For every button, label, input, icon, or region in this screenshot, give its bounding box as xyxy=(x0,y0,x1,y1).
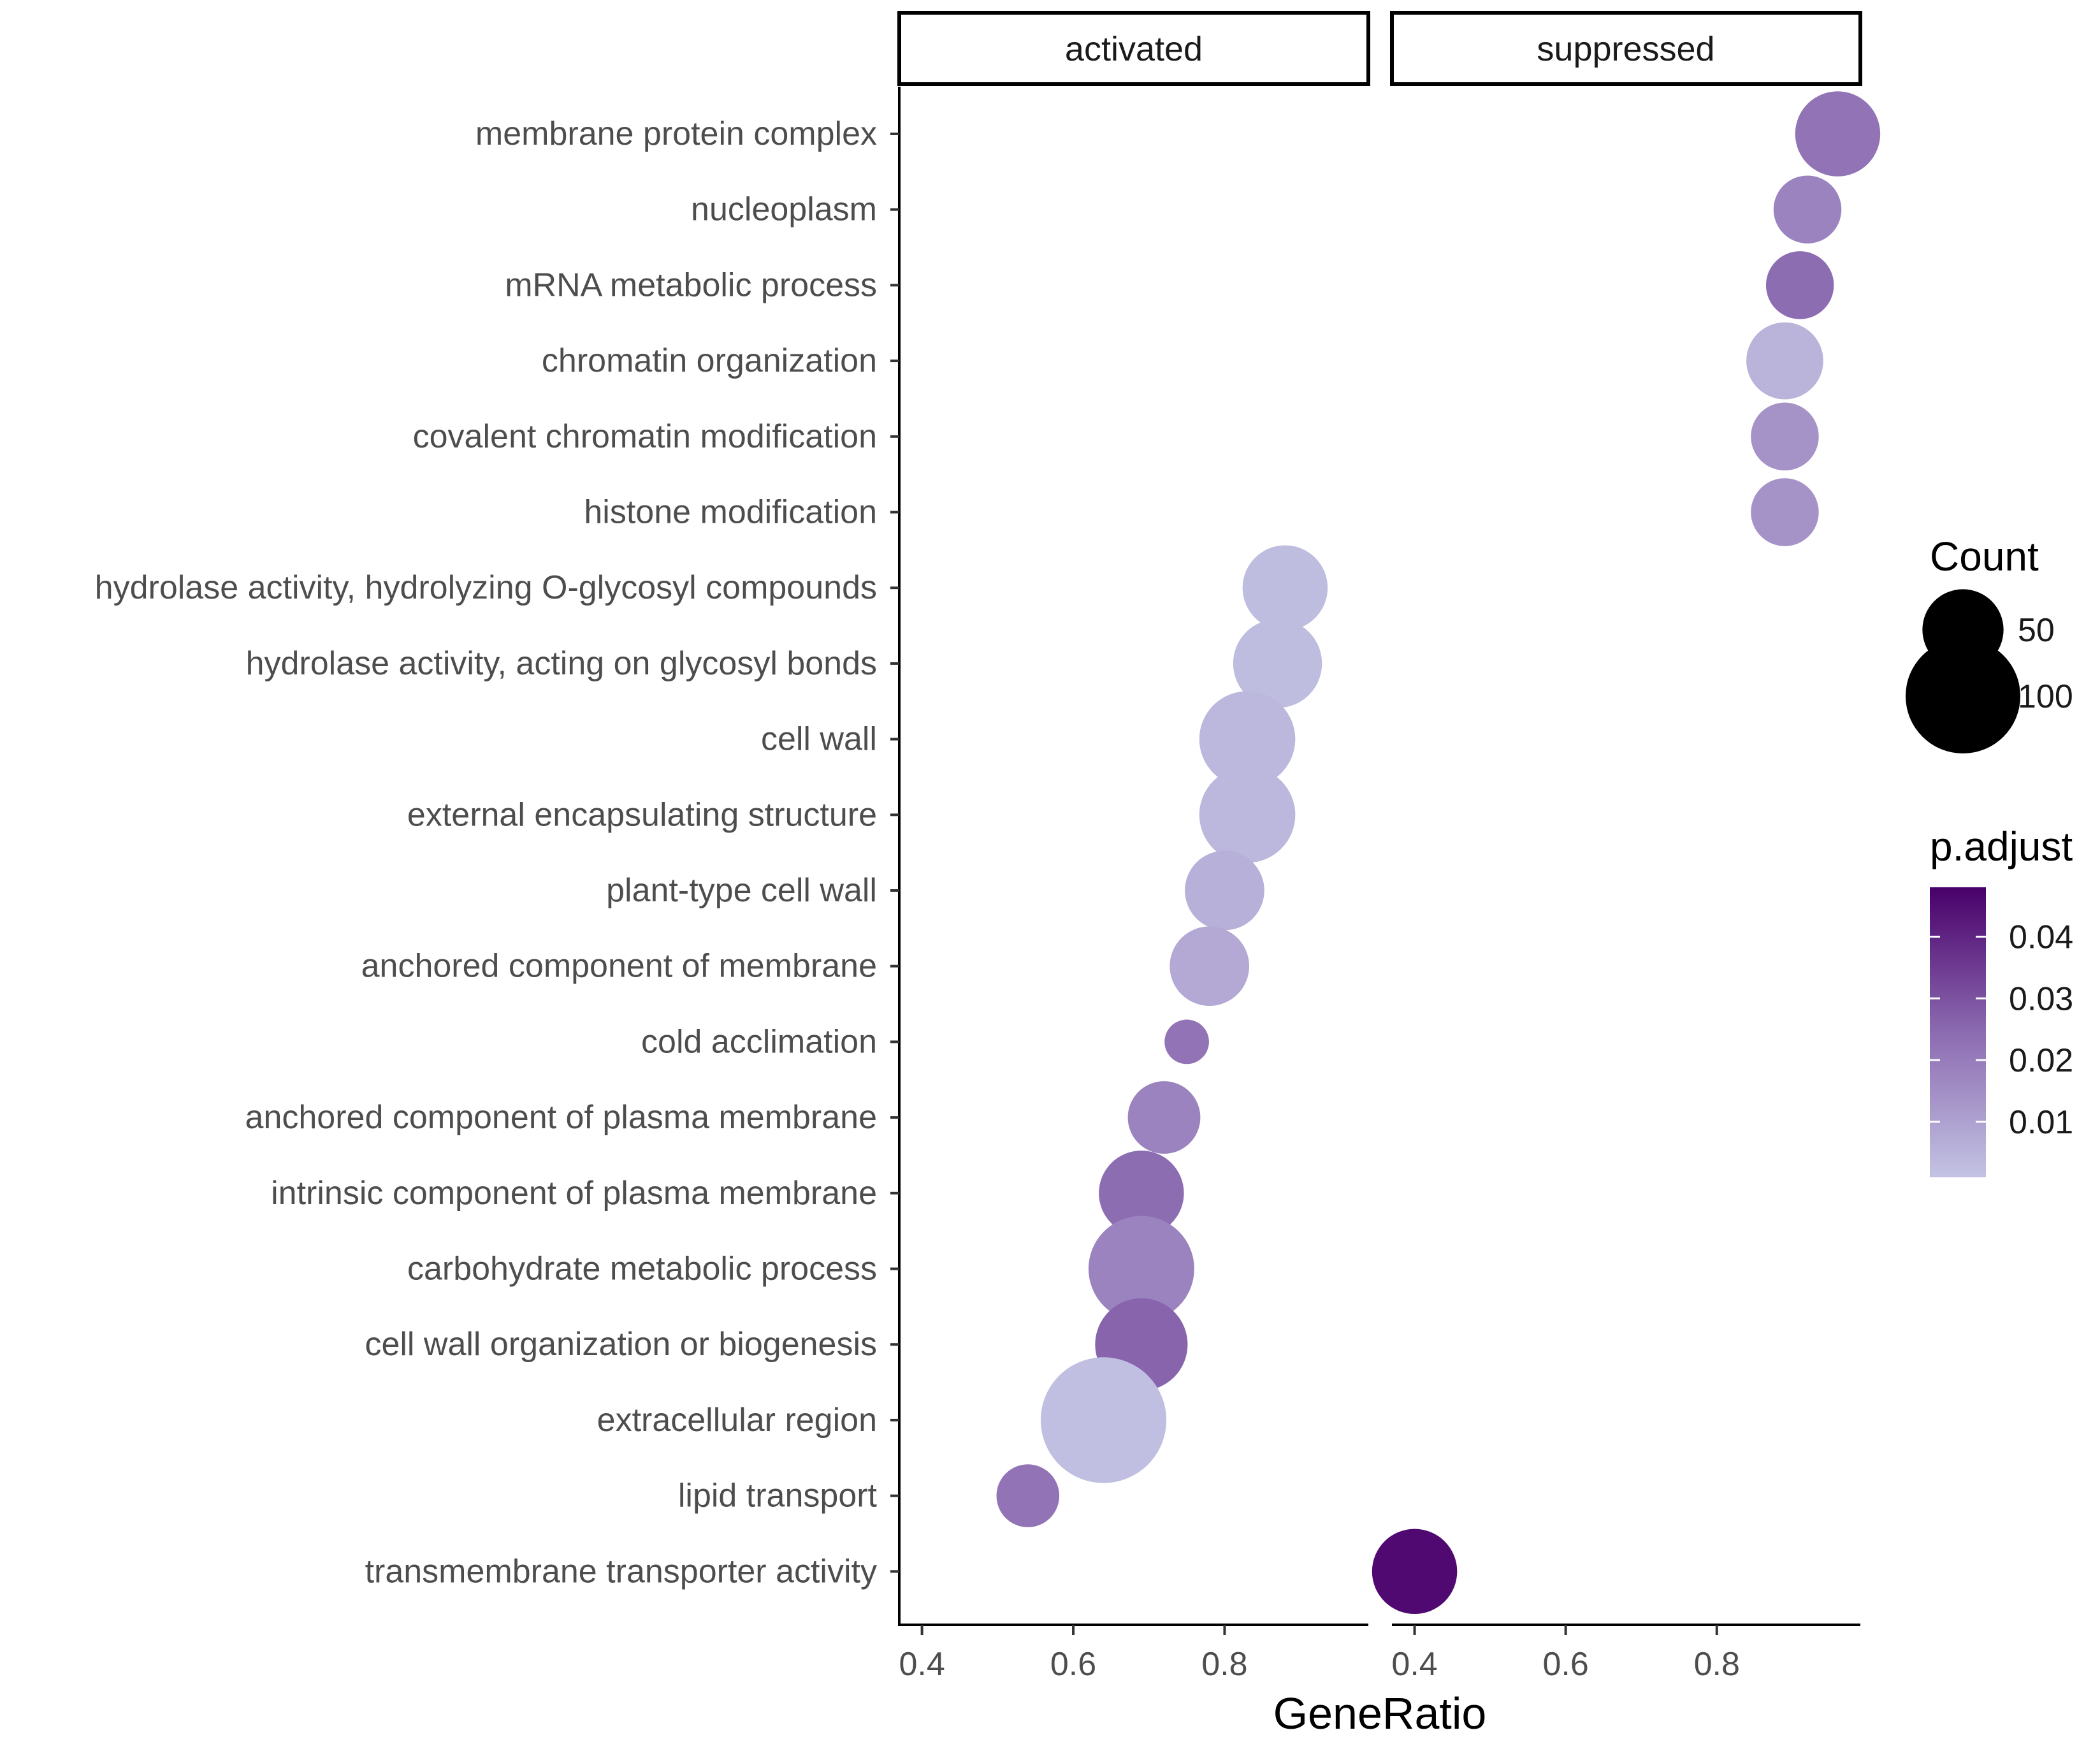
data-point-suppressed xyxy=(1751,478,1819,546)
data-point-activated xyxy=(1199,691,1296,787)
data-point-activated xyxy=(1169,926,1250,1006)
legend-count-title: Count xyxy=(1930,534,2039,579)
data-point-suppressed xyxy=(1773,175,1842,243)
x-tick-label: 0.8 xyxy=(1201,1646,1247,1683)
y-tick-label: anchored component of membrane xyxy=(361,948,877,985)
data-point-suppressed xyxy=(1751,402,1819,471)
x-tick-label: 0.6 xyxy=(1543,1646,1589,1683)
y-tick-label: transmembrane transporter activity xyxy=(365,1553,877,1590)
data-point-suppressed xyxy=(1372,1529,1458,1615)
data-point-activated xyxy=(996,1464,1060,1527)
y-tick-label: chromatin organization xyxy=(542,342,877,379)
y-tick-label: intrinsic component of plasma membrane xyxy=(271,1175,877,1212)
legend-count-key xyxy=(1906,639,2020,753)
legend-count-keys: 50 100 xyxy=(1906,589,2073,753)
legend-count-label: 50 xyxy=(2018,612,2055,649)
data-point-activated xyxy=(1185,850,1264,931)
panel-activated xyxy=(898,87,1368,1626)
y-tick-label: external encapsulating structure xyxy=(407,796,877,833)
data-point-suppressed xyxy=(1746,322,1823,400)
y-tick-label: cold acclimation xyxy=(641,1023,877,1060)
facet-label-suppressed: suppressed xyxy=(1537,30,1714,68)
y-tick-label: extracellular region xyxy=(597,1402,877,1439)
facet-label-activated: activated xyxy=(1065,30,1203,68)
data-points xyxy=(996,91,1881,1615)
data-point-activated xyxy=(1088,1216,1194,1322)
data-point-activated xyxy=(1127,1081,1201,1154)
legend-padjust-label: 0.03 xyxy=(2009,980,2073,1017)
y-tick-label: covalent chromatin modification xyxy=(413,418,877,455)
legend-padjust-ticks: 0.04 0.03 0.02 0.01 xyxy=(1930,919,2073,1141)
y-tick-label: membrane protein complex xyxy=(475,115,877,152)
y-tick-label: nucleoplasm xyxy=(691,191,877,228)
y-axis-labels: membrane protein complex nucleoplasm mRNA … xyxy=(95,115,878,1590)
x-tick-label: 0.6 xyxy=(1050,1646,1096,1683)
x-axis-title: GeneRatio xyxy=(1273,1689,1487,1738)
facet-strip-activated-box xyxy=(897,11,1370,86)
facet-strip-suppressed-box xyxy=(1390,11,1862,86)
data-point-activated xyxy=(1040,1357,1167,1483)
y-tick-label: lipid transport xyxy=(678,1478,878,1515)
y-tick-label: cell wall organization or biogenesis xyxy=(365,1326,877,1363)
data-point-activated xyxy=(1233,619,1322,708)
y-tick-label: mRNA metabolic process xyxy=(505,266,877,303)
legend-count-label: 100 xyxy=(2018,678,2073,715)
y-tick-label: anchored component of plasma membrane xyxy=(245,1099,877,1136)
y-tick-label: cell wall xyxy=(761,721,877,758)
legend-padjust-colorbar xyxy=(1930,887,1986,1177)
y-axis-ticks xyxy=(890,133,899,1573)
legend-padjust: p.adjust 0.04 0.03 0.02 0.01 xyxy=(1930,824,2073,1177)
data-point-activated xyxy=(1242,545,1328,630)
y-tick-label: hydrolase activity, hydrolyzing O-glycos… xyxy=(95,569,877,606)
y-tick-label: plant-type cell wall xyxy=(606,872,877,909)
y-tick-label: hydrolase activity, acting on glycosyl b… xyxy=(246,645,877,682)
data-point-suppressed xyxy=(1795,91,1881,177)
y-tick-label: histone modification xyxy=(584,494,877,531)
facet-strip-suppressed: suppressed xyxy=(1390,11,1862,86)
data-point-suppressed xyxy=(1765,251,1834,319)
legend-padjust-label: 0.02 xyxy=(2009,1042,2073,1079)
x-axis-ticks: 0.4 0.6 0.8 0.4 0.6 0.8 xyxy=(899,1625,1740,1683)
legend-padjust-label: 0.04 xyxy=(2009,919,2073,956)
x-tick-label: 0.4 xyxy=(899,1646,945,1683)
data-point-activated xyxy=(1199,767,1296,863)
x-tick-label: 0.8 xyxy=(1694,1646,1740,1683)
legend-padjust-title: p.adjust xyxy=(1930,824,2073,869)
data-point-activated xyxy=(1099,1151,1184,1236)
data-point-activated xyxy=(1164,1019,1209,1065)
x-tick-label: 0.4 xyxy=(1391,1646,1437,1683)
facet-strip-activated: activated xyxy=(897,11,1370,86)
y-tick-label: carbohydrate metabolic process xyxy=(407,1251,877,1288)
legend-padjust-label: 0.01 xyxy=(2009,1104,2073,1141)
legend-count: Count 50 100 xyxy=(1906,534,2073,753)
